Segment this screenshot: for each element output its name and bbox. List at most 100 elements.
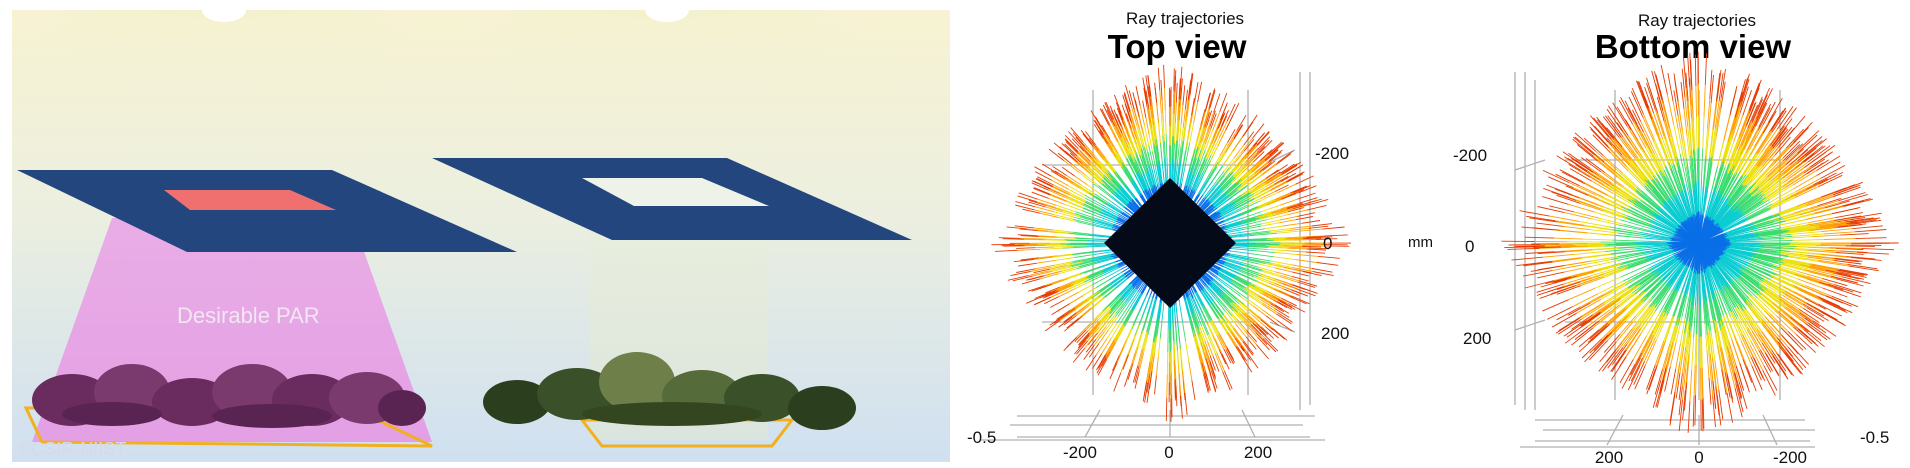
ray-segment: [1253, 251, 1275, 253]
ray-segment: [1283, 223, 1301, 226]
ray-segment: [1659, 135, 1669, 162]
ray-segment: [1569, 288, 1595, 299]
ray-segment: [1840, 234, 1868, 236]
ray-segment: [1679, 400, 1682, 431]
ray-segment: [1588, 233, 1616, 236]
ray-segment: [1136, 86, 1140, 106]
ray-segment: [1128, 132, 1135, 151]
ray-segment: [1045, 240, 1066, 241]
ray-segment: [1215, 354, 1223, 372]
ray-segment: [1179, 302, 1182, 322]
ray-segment: [1175, 70, 1176, 92]
ray-segment: [1140, 310, 1146, 325]
ray-segment: [1130, 351, 1136, 369]
ray-segment: [1322, 227, 1344, 229]
ray-segment: [1225, 139, 1234, 153]
ray-segment: [1581, 277, 1605, 286]
ray-segment: [1057, 304, 1070, 312]
ray-segment: [1302, 221, 1320, 224]
ray-segment: [1819, 172, 1843, 184]
ray-segment: [1646, 365, 1655, 390]
ray-segment: [1655, 344, 1664, 369]
ray-segment: [1754, 358, 1765, 381]
ray-segment: [1532, 228, 1560, 231]
ray-segment: [1181, 105, 1183, 125]
ray-segment: [1583, 266, 1612, 274]
ray-segment: [1646, 340, 1657, 364]
ray-segment: [1604, 281, 1628, 294]
ray-segment: [1253, 254, 1274, 257]
ray-segment: [1178, 327, 1180, 349]
ray-segment: [1655, 341, 1664, 365]
ray-segment: [1816, 245, 1845, 246]
ray-segment: [1231, 251, 1252, 254]
ray-segment: [1636, 81, 1646, 108]
ray-segment: [1155, 83, 1157, 103]
ray-segment: [1244, 226, 1261, 229]
ray-segment: [1275, 289, 1292, 297]
ray-segment: [1303, 238, 1322, 239]
ray-segment: [1165, 111, 1166, 134]
top-view-plot: Ray trajectories Top view -200: [955, 0, 1435, 463]
ray-segment: [1016, 248, 1035, 249]
ray-segment: [1287, 248, 1306, 249]
ray-segment: [1309, 226, 1329, 228]
ray-segment: [1606, 244, 1637, 245]
ray-segment: [1664, 136, 1673, 163]
ray-segment: [1512, 257, 1543, 260]
ray-segment: [1242, 207, 1259, 214]
ray-segment: [1036, 284, 1052, 290]
ray-segment: [1068, 132, 1081, 146]
ray-segment: [1089, 138, 1099, 150]
ray-segment: [1165, 88, 1166, 111]
ray-segment: [1114, 373, 1121, 392]
ray-segment: [1688, 401, 1690, 433]
ray-segment: [1590, 335, 1608, 353]
ray-segment: [1181, 396, 1183, 419]
ray-segment: [1629, 297, 1647, 315]
ray-segment: [1786, 174, 1808, 188]
ray-segment: [1174, 143, 1175, 163]
ray-segment: [1106, 342, 1115, 358]
ray-segment: [1678, 102, 1682, 130]
ray-segment: [1167, 352, 1168, 375]
ray-segment: [1269, 143, 1283, 155]
ray-segment: [1093, 277, 1107, 285]
ray-segment: [1133, 310, 1140, 325]
bottom-view-ray-bundle: [1501, 52, 1898, 433]
ray-segment: [1668, 73, 1673, 101]
ray-segment: [1175, 123, 1176, 143]
ray-segment: [1763, 370, 1776, 395]
ray-segment: [1560, 230, 1588, 233]
ray-segment: [1143, 101, 1146, 118]
ray-segment: [1649, 87, 1657, 113]
ray-segment: [1662, 100, 1670, 129]
ray-segment: [1213, 356, 1219, 371]
ray-segment: [1064, 338, 1077, 351]
ray-segment: [1862, 249, 1895, 250]
ray-segment: [1300, 229, 1323, 231]
ray-segment: [1026, 276, 1044, 281]
ray-segment: [1071, 316, 1082, 326]
ray-segment: [1284, 246, 1303, 247]
ray-segment: [1125, 329, 1132, 346]
ray-segment: [1242, 356, 1252, 372]
ray-segment: [1275, 309, 1289, 318]
ray-segment: [1696, 86, 1697, 117]
ray-segment: [1066, 240, 1087, 241]
top-unit-label: mm: [1408, 234, 1433, 251]
ray-segment: [1173, 91, 1174, 114]
ray-segment: [1612, 240, 1641, 241]
ray-segment: [1834, 288, 1861, 297]
ray-segment: [1290, 297, 1307, 304]
ray-segment: [1209, 334, 1217, 352]
ray-segment: [1785, 352, 1802, 374]
ray-segment: [1024, 239, 1045, 240]
ray-segment: [1783, 141, 1800, 158]
ray-segment: [1115, 126, 1123, 142]
ray-segment: [1174, 68, 1175, 90]
ray-segment: [1049, 149, 1064, 161]
ray-segment: [1086, 355, 1096, 371]
ray-segment: [1817, 156, 1841, 171]
ray-segment: [1607, 309, 1626, 326]
